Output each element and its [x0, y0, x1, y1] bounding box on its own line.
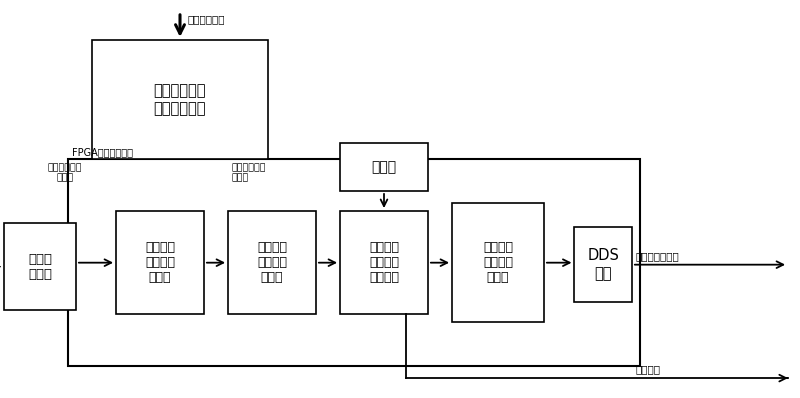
Bar	[340, 211, 428, 314]
Text: 内部可编
程自定义
逻辑运算: 内部可编 程自定义 逻辑运算	[369, 241, 399, 284]
Bar	[68, 159, 640, 366]
Text: 捷变频基频信号: 捷变频基频信号	[636, 251, 680, 261]
Text: FPGA运算控制单元: FPGA运算控制单元	[72, 147, 133, 157]
Text: 系统控制信号
频率值: 系统控制信号 频率值	[48, 163, 82, 183]
Text: 系统控制信号
功率值: 系统控制信号 功率值	[232, 163, 266, 183]
Bar	[452, 203, 544, 322]
Bar	[116, 211, 204, 314]
Text: 内部可编
程自定义
比较器: 内部可编 程自定义 比较器	[257, 241, 287, 284]
Text: 内部可编
程自定义
乘法器: 内部可编 程自定义 乘法器	[483, 241, 513, 284]
Text: 外部控制信号: 外部控制信号	[188, 14, 226, 24]
Text: 内部可编
程自定义
除法器: 内部可编 程自定义 除法器	[145, 241, 175, 284]
Text: 查找表: 查找表	[371, 160, 397, 174]
Bar	[92, 40, 268, 159]
Text: 可编程自定义
和外部的接口: 可编程自定义 和外部的接口	[154, 83, 206, 116]
Text: 高速时
钟信号: 高速时 钟信号	[28, 253, 52, 281]
Bar	[228, 211, 316, 314]
Text: 控制信号: 控制信号	[636, 364, 661, 374]
Text: DDS
模块: DDS 模块	[587, 248, 619, 281]
Bar	[340, 143, 428, 191]
Bar	[4, 223, 76, 310]
Bar	[574, 227, 632, 302]
